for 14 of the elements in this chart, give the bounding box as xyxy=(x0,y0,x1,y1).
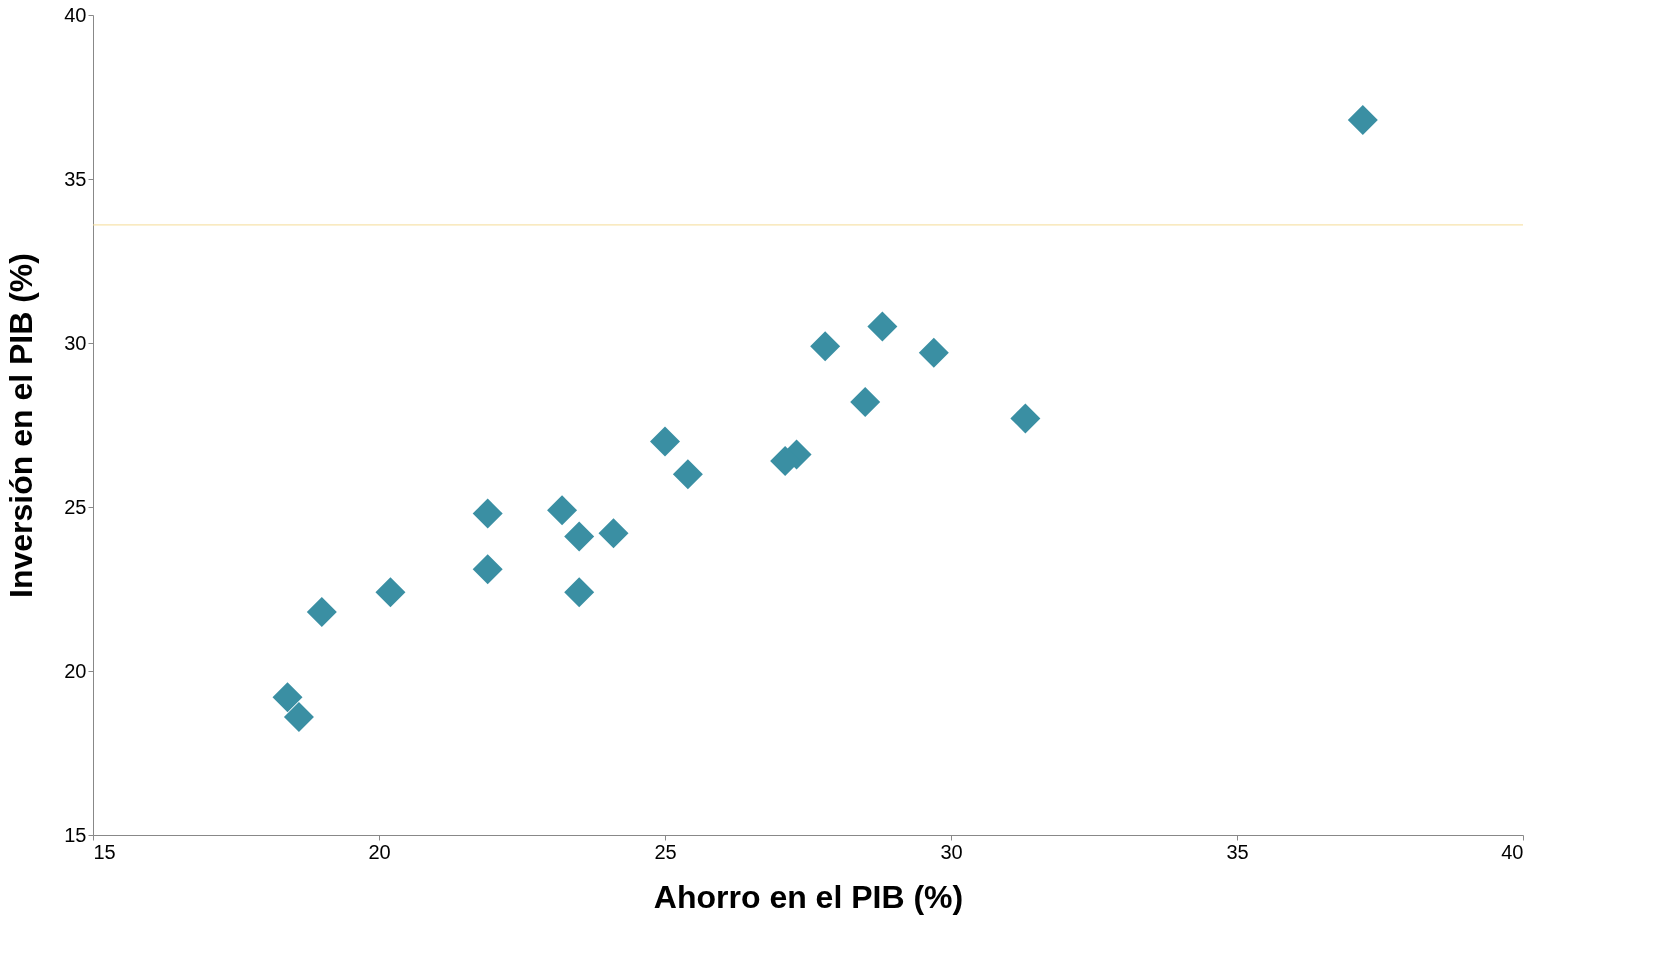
y-tick-label: 20 xyxy=(64,659,87,682)
x-tick-label: 30 xyxy=(940,840,963,863)
y-tick-label: 35 xyxy=(64,167,87,190)
x-tick-label: 20 xyxy=(368,840,391,863)
y-tick-label: 40 xyxy=(64,3,87,26)
y-tick-label: 25 xyxy=(64,495,87,518)
y-tick-label: 15 xyxy=(64,823,87,846)
x-tick-label: 40 xyxy=(1501,840,1524,863)
x-axis-title: Ahorro en el PIB (%) xyxy=(653,878,964,915)
y-tick-label: 30 xyxy=(64,331,87,354)
x-tick-label: 25 xyxy=(654,840,677,863)
x-tick-label: 35 xyxy=(1226,840,1249,863)
y-axis-title: Inversión en el PIB (%) xyxy=(3,253,40,598)
x-tick-label: 15 xyxy=(93,840,116,863)
